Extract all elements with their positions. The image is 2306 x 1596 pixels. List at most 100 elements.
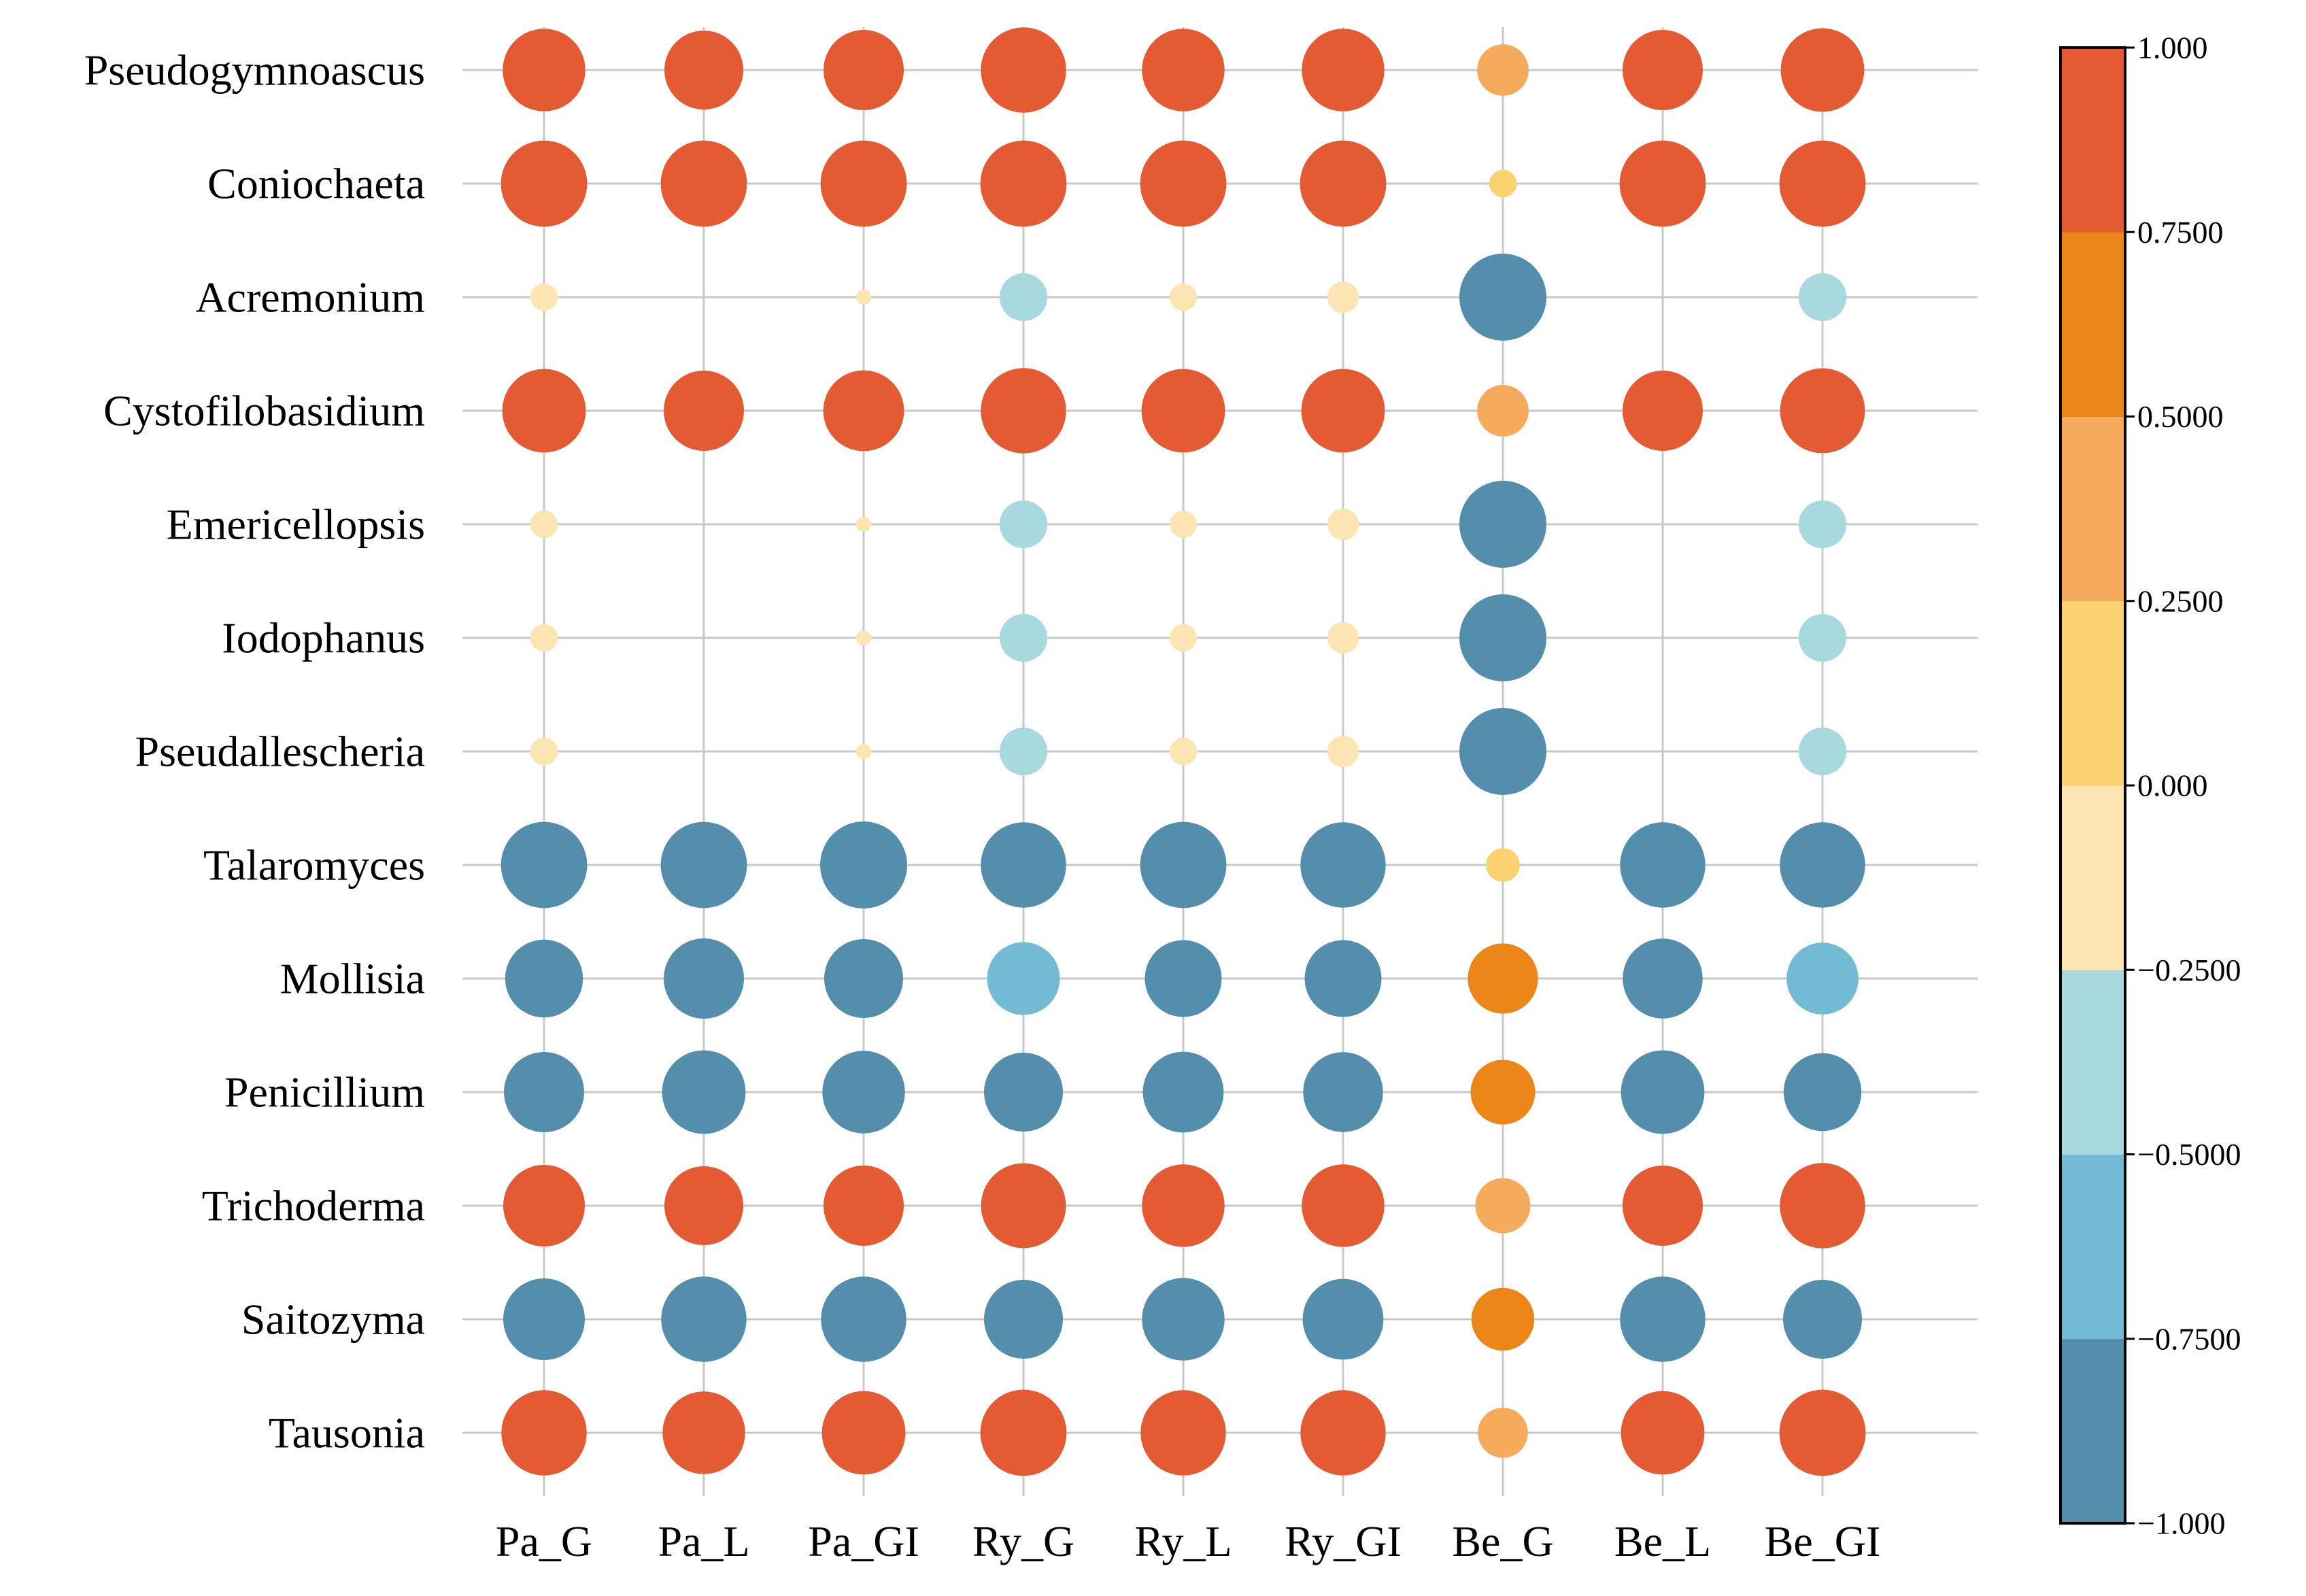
bubble-iodophanus-ry_g xyxy=(999,613,1048,662)
bubble-cystofilobasidium-pa_gi xyxy=(823,370,904,452)
bubble-pseudogymnoascus-be_g xyxy=(1477,44,1529,96)
row-label-penicillium: Penicillium xyxy=(224,1068,425,1117)
column-labels: Pa_G Pa_L Pa_GI Ry_G Ry_L Ry_GI Be_G Be_L Be_GI xyxy=(496,1517,1880,1565)
bubble-pseudogymnoascus-ry_g xyxy=(981,27,1066,113)
bubble-penicillium-be_l xyxy=(1621,1050,1705,1134)
bubble-coniochaeta-ry_g xyxy=(980,140,1067,227)
bubble-coniochaeta-pa_g xyxy=(501,140,588,227)
column-label-pa_l: Pa_L xyxy=(658,1517,749,1565)
bubble-cystofilobasidium-be_g xyxy=(1477,385,1529,437)
bubble-coniochaeta-be_g xyxy=(1489,169,1517,198)
bubble-emericellopsis-be_g xyxy=(1459,481,1546,568)
bubble-trichoderma-be_g xyxy=(1475,1178,1531,1234)
bubble-tausonia-be_gi xyxy=(1779,1389,1866,1476)
bubble-tausonia-be_g xyxy=(1478,1408,1528,1458)
row-label-mollisia: Mollisia xyxy=(280,955,425,1003)
bubble-talaromyces-pa_l xyxy=(660,821,747,909)
bubble-trichoderma-pa_gi xyxy=(824,1166,904,1246)
bubble-trichoderma-ry_gi xyxy=(1302,1164,1385,1247)
row-label-saitozyma: Saitozyma xyxy=(241,1295,425,1344)
bubble-penicillium-ry_g xyxy=(984,1053,1063,1132)
bubble-acremonium-ry_g xyxy=(999,273,1048,322)
bubble-pseudallescheria-pa_g xyxy=(530,737,558,766)
bubble-saitozyma-ry_l xyxy=(1142,1278,1225,1361)
bubble-iodophanus-be_gi xyxy=(1798,613,1847,662)
bubble-coniochaeta-ry_gi xyxy=(1300,140,1387,227)
colorbar-tick-label-8: −1.000 xyxy=(2137,1506,2225,1541)
bubble-talaromyces-ry_g xyxy=(981,822,1066,908)
bubble-saitozyma-be_l xyxy=(1620,1276,1706,1362)
row-label-emericellopsis: Emericellopsis xyxy=(167,500,425,549)
bubble-tausonia-ry_g xyxy=(980,1389,1067,1476)
row-label-pseudogymnoascus: Pseudogymnoascus xyxy=(84,46,425,95)
column-label-ry_l: Ry_L xyxy=(1134,1517,1232,1565)
bubble-trichoderma-be_gi xyxy=(1780,1163,1865,1249)
bubble-saitozyma-pa_g xyxy=(503,1278,585,1360)
bubble-tausonia-pa_g xyxy=(501,1390,587,1476)
bubble-pseudallescheria-ry_g xyxy=(999,727,1048,776)
bubble-pseudogymnoascus-pa_l xyxy=(664,31,743,109)
bubble-cystofilobasidium-be_gi xyxy=(1780,368,1865,454)
row-label-iodophanus: Iodophanus xyxy=(222,614,425,662)
column-label-pa_g: Pa_G xyxy=(496,1517,592,1565)
colorbar-tick-label-5: −0.2500 xyxy=(2137,953,2241,987)
bubble-trichoderma-ry_l xyxy=(1142,1164,1225,1247)
row-label-talaromyces: Talaromyces xyxy=(203,841,425,889)
bubble-pseudogymnoascus-be_l xyxy=(1623,30,1703,110)
bubble-talaromyces-be_l xyxy=(1620,822,1706,908)
bubble-pseudogymnoascus-pa_g xyxy=(503,29,586,112)
grid xyxy=(462,27,1978,1496)
bubble-coniochaeta-pa_l xyxy=(660,140,747,227)
bubble-iodophanus-pa_g xyxy=(530,624,558,652)
bubbles xyxy=(501,27,1866,1476)
bubble-emericellopsis-be_gi xyxy=(1798,500,1847,549)
colorbar-segment-2 xyxy=(2061,970,2125,1155)
colorbar-segment-1 xyxy=(2061,1154,2125,1340)
row-label-trichoderma: Trichoderma xyxy=(202,1182,425,1230)
bubble-tausonia-be_l xyxy=(1621,1391,1705,1475)
bubble-pseudallescheria-be_gi xyxy=(1798,727,1847,776)
bubble-mollisia-pa_l xyxy=(664,938,744,1019)
bubble-talaromyces-be_gi xyxy=(1780,822,1865,908)
bubble-pseudallescheria-ry_gi xyxy=(1327,735,1359,768)
bubble-mollisia-pa_gi xyxy=(824,939,903,1018)
bubble-cystofilobasidium-ry_l xyxy=(1141,369,1225,453)
bubble-emericellopsis-pa_gi xyxy=(855,516,872,532)
bubble-pseudogymnoascus-be_gi xyxy=(1780,28,1865,112)
bubble-emericellopsis-ry_l xyxy=(1169,510,1198,539)
bubble-trichoderma-pa_g xyxy=(503,1165,585,1246)
bubble-saitozyma-be_gi xyxy=(1783,1280,1862,1359)
bubble-mollisia-be_l xyxy=(1623,938,1703,1019)
bubble-saitozyma-pa_l xyxy=(661,1276,747,1362)
column-label-ry_gi: Ry_GI xyxy=(1285,1517,1402,1565)
column-label-be_l: Be_L xyxy=(1614,1517,1711,1565)
bubble-penicillium-pa_gi xyxy=(822,1051,905,1134)
bubble-saitozyma-ry_g xyxy=(984,1280,1063,1359)
colorbar-tick-label-4: 0.000 xyxy=(2137,768,2208,803)
bubble-cystofilobasidium-be_l xyxy=(1623,371,1703,451)
bubble-talaromyces-ry_l xyxy=(1140,821,1227,909)
row-label-pseudallescheria: Pseudallescheria xyxy=(135,728,426,776)
colorbar-segment-4 xyxy=(2061,600,2125,786)
bubble-tausonia-pa_gi xyxy=(821,1391,906,1475)
colorbar-segment-7 xyxy=(2061,48,2125,233)
bubble-acremonium-pa_g xyxy=(530,283,558,311)
bubble-penicillium-ry_gi xyxy=(1303,1052,1383,1132)
column-label-ry_g: Ry_G xyxy=(972,1517,1074,1565)
colorbar-segment-5 xyxy=(2061,416,2125,602)
bubble-talaromyces-ry_gi xyxy=(1300,822,1386,908)
bubble-trichoderma-be_l xyxy=(1623,1166,1703,1246)
colorbar-tick-label-0: 1.000 xyxy=(2137,31,2208,65)
bubble-iodophanus-be_g xyxy=(1459,594,1546,681)
bubble-iodophanus-ry_l xyxy=(1169,624,1198,652)
bubble-talaromyces-pa_g xyxy=(501,821,588,909)
row-label-acremonium: Acremonium xyxy=(195,273,425,322)
bubble-penicillium-pa_g xyxy=(504,1052,584,1132)
bubble-tausonia-ry_gi xyxy=(1300,1390,1386,1476)
bubble-cystofilobasidium-ry_g xyxy=(981,368,1066,454)
bubble-acremonium-pa_gi xyxy=(855,289,872,305)
bubble-acremonium-ry_gi xyxy=(1327,281,1359,313)
bubble-emericellopsis-ry_g xyxy=(999,500,1048,549)
bubble-iodophanus-pa_gi xyxy=(855,630,872,646)
